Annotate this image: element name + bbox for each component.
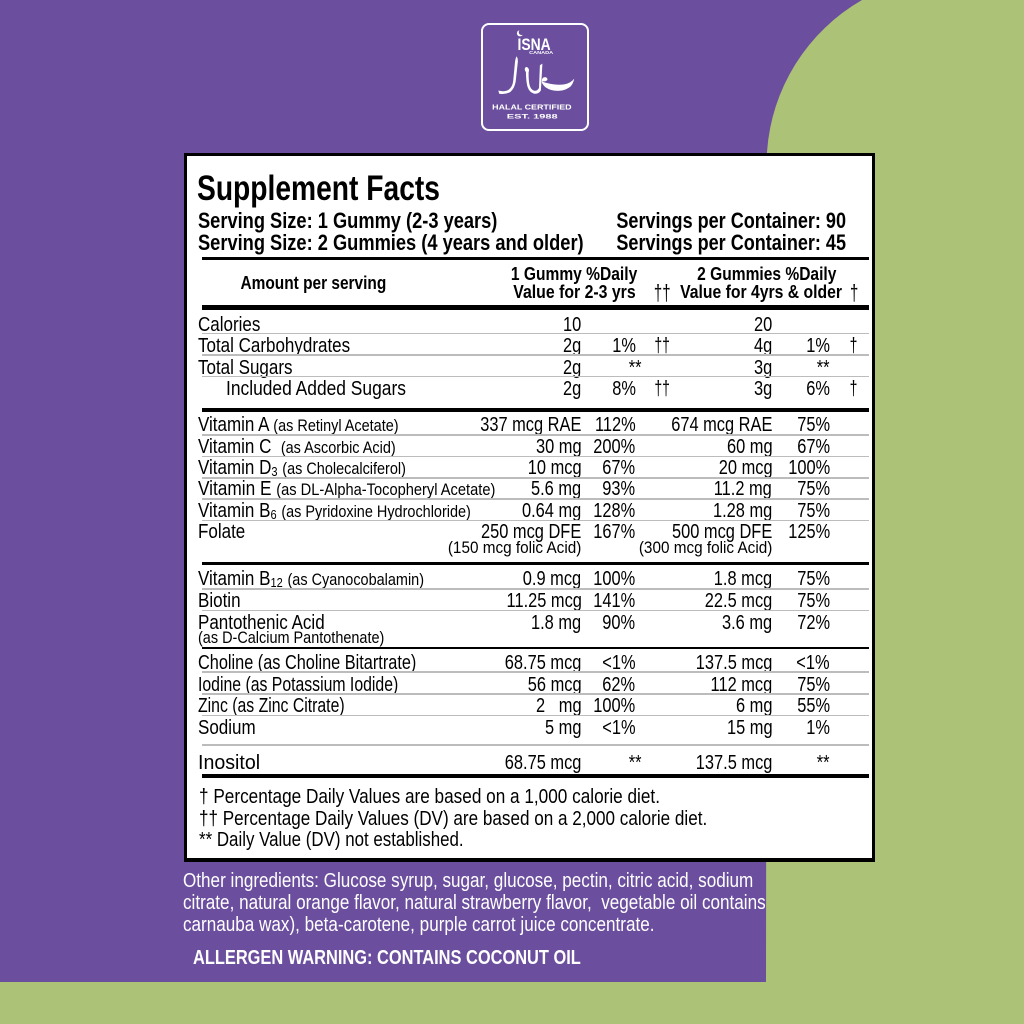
svg-text:HALAL CERTIFIED: HALAL CERTIFIED xyxy=(492,103,572,112)
svg-text:CANADA: CANADA xyxy=(529,50,553,55)
svg-text:EST. 1988: EST. 1988 xyxy=(507,114,558,121)
svg-text:ISNA: ISNA xyxy=(518,35,551,54)
